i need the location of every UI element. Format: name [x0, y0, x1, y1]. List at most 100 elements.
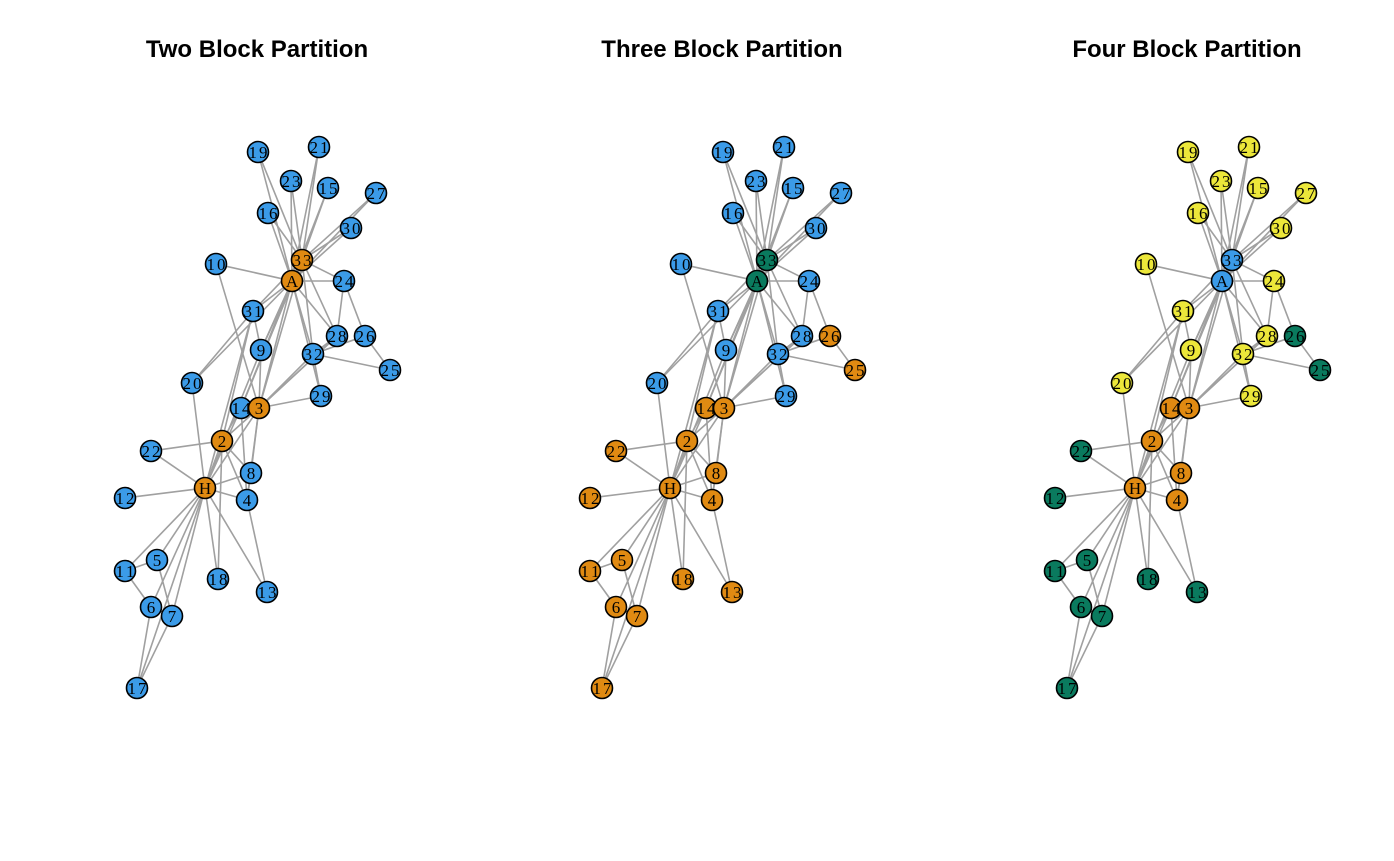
- edge-H-11: [1061, 495, 1129, 564]
- edge-6-11: [1060, 579, 1076, 599]
- node-10: 10: [204, 252, 228, 276]
- node-circle: [1069, 439, 1093, 463]
- node-circle: [704, 461, 728, 485]
- edge-A-20: [198, 287, 286, 377]
- edge-H-31: [1136, 320, 1182, 479]
- edge-H-3: [210, 416, 254, 480]
- node-24: 24: [1262, 269, 1286, 293]
- edge-6-11: [595, 579, 611, 599]
- node-label: 27: [832, 184, 852, 203]
- node-circle: [204, 252, 228, 276]
- edge-24-26: [346, 290, 363, 327]
- node-11: 11: [1043, 559, 1067, 583]
- edge-H-11: [131, 495, 199, 564]
- node-label: 6: [147, 598, 156, 617]
- edge-6-17: [137, 617, 151, 678]
- edge-33-28: [770, 269, 799, 327]
- node-4: 4: [700, 488, 724, 512]
- edge-H-5: [1092, 496, 1130, 552]
- node-label: 14: [232, 399, 252, 418]
- node-label: 5: [618, 551, 627, 570]
- node-2: 2: [1140, 429, 1164, 453]
- node-circle: [353, 324, 377, 348]
- edge-A-3: [260, 290, 291, 399]
- node-label: 24: [335, 272, 355, 291]
- node-6: 6: [1069, 595, 1093, 619]
- node-circle: [160, 604, 184, 628]
- node-circle: [1176, 140, 1200, 164]
- edge-2-8: [228, 448, 245, 466]
- node-label: 3: [255, 399, 264, 418]
- edge-H-7: [1103, 497, 1134, 607]
- edge-A-20: [663, 287, 751, 377]
- edge-A-10: [691, 265, 747, 280]
- edge-4-8: [247, 483, 251, 490]
- node-circle: [721, 201, 745, 225]
- node-circle: [745, 269, 769, 293]
- node-circle: [590, 676, 614, 700]
- node-circle: [766, 342, 790, 366]
- edge-30-33: [1240, 233, 1273, 255]
- node-31: 31: [1171, 299, 1195, 323]
- edge-6-17: [1067, 617, 1081, 678]
- node-15: 15: [781, 176, 805, 200]
- node-30: 30: [804, 216, 828, 240]
- edge-H-4: [1144, 490, 1168, 498]
- edge-4-13: [248, 510, 266, 582]
- node-A: A: [745, 269, 769, 293]
- edge-2-31: [688, 321, 717, 431]
- node-circle: [247, 396, 271, 420]
- node-circle: [1255, 324, 1279, 348]
- edge-24-26: [1276, 290, 1293, 327]
- edge-A-3: [725, 290, 756, 399]
- node-circle: [744, 169, 768, 193]
- edge-33-24: [311, 263, 335, 278]
- edge-33-19: [261, 161, 299, 251]
- node-circle: [180, 371, 204, 395]
- node-circle: [1237, 135, 1261, 159]
- edge-H-5: [162, 496, 200, 552]
- node-21: 21: [1237, 135, 1261, 159]
- edge-32-25: [323, 355, 380, 369]
- node-5: 5: [145, 548, 169, 572]
- edge-H-9: [1138, 359, 1188, 479]
- edge-4-13: [713, 510, 731, 582]
- node-circle: [1308, 358, 1332, 382]
- node-17: 17: [590, 676, 614, 700]
- node-label: 8: [247, 464, 256, 483]
- node-circle: [1090, 604, 1114, 628]
- node-27: 27: [364, 181, 388, 205]
- edge-26-25: [1300, 343, 1315, 363]
- node-28: 28: [790, 324, 814, 348]
- node-circle: [316, 176, 340, 200]
- node-circle: [235, 488, 259, 512]
- node-circle: [280, 269, 304, 293]
- edge-H-18: [670, 498, 683, 569]
- node-circle: [843, 358, 867, 382]
- node-label: 5: [153, 551, 162, 570]
- node-23: 23: [744, 169, 768, 193]
- node-18: 18: [671, 567, 695, 591]
- edge-7-17: [1070, 625, 1099, 679]
- node-25: 25: [1308, 358, 1332, 382]
- node-circle: [1069, 595, 1093, 619]
- node-18: 18: [1136, 567, 1160, 591]
- node-23: 23: [1209, 169, 1233, 193]
- node-label: A: [286, 272, 299, 291]
- node-7: 7: [625, 604, 649, 628]
- edge-33-15: [769, 197, 791, 251]
- node-15: 15: [1246, 176, 1270, 200]
- node-24: 24: [797, 269, 821, 293]
- edge-H-22: [624, 456, 662, 483]
- node-circle: [239, 461, 263, 485]
- node-circle: [378, 358, 402, 382]
- edge-H-3: [1140, 416, 1184, 480]
- edge-4-8: [712, 483, 716, 490]
- node-9: 9: [1179, 338, 1203, 362]
- node-label: 4: [1173, 491, 1182, 510]
- edge-29-3: [1199, 397, 1241, 407]
- edge-A-16: [735, 222, 755, 272]
- node-circle: [675, 429, 699, 453]
- edge-H-7: [173, 497, 204, 607]
